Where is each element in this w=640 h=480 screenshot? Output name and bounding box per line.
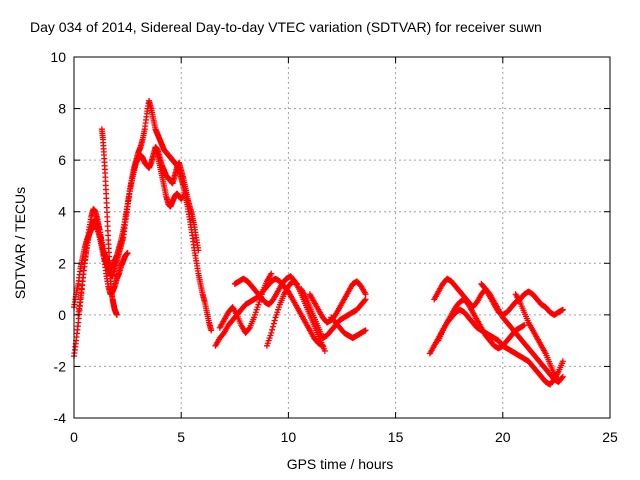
series-trace-17 xyxy=(512,291,562,385)
data-point xyxy=(559,373,566,380)
grid-lines xyxy=(74,57,610,418)
data-point xyxy=(113,311,120,318)
series-trace-9 xyxy=(263,278,300,349)
series-trace-4 xyxy=(98,126,120,318)
data-point xyxy=(293,280,300,287)
series-trace-2 xyxy=(71,144,202,360)
y-tick-label: -4 xyxy=(54,410,67,426)
series-trace-12 xyxy=(328,314,369,342)
x-axis-label: GPS time / hours xyxy=(286,456,394,472)
data-point xyxy=(124,249,131,256)
axis-ticks: 0 5 10 15 20 25 -4 -2 0 2 4 6 8 10 xyxy=(50,49,618,445)
data-point xyxy=(362,291,369,298)
plot-frame xyxy=(73,56,611,419)
data-point xyxy=(321,347,328,354)
y-tick-label: 10 xyxy=(50,49,66,65)
chart-title: Day 034 of 2014, Sidereal Day-to-day VTE… xyxy=(30,19,542,35)
y-tick-label: 8 xyxy=(58,101,66,117)
data-point xyxy=(195,247,202,254)
data-point xyxy=(555,378,562,385)
y-tick-label: -2 xyxy=(54,358,67,374)
data-point xyxy=(269,326,276,333)
data-point xyxy=(362,327,369,334)
y-tick-label: 0 xyxy=(58,307,66,323)
data-points xyxy=(71,97,566,388)
series-trace-8 xyxy=(216,270,275,336)
data-point xyxy=(271,317,278,324)
data-point xyxy=(208,327,215,334)
data-point xyxy=(245,325,252,332)
y-tick-label: 4 xyxy=(58,204,66,220)
series-trace-11 xyxy=(298,286,369,342)
x-tick-label: 0 xyxy=(70,429,78,445)
x-tick-label: 25 xyxy=(602,429,618,445)
data-point xyxy=(182,190,189,197)
data-point xyxy=(361,297,368,304)
y-tick-label: 6 xyxy=(58,152,66,168)
data-point xyxy=(558,374,565,381)
data-point xyxy=(559,358,566,365)
y-tick-label: 2 xyxy=(58,255,66,271)
x-tick-label: 15 xyxy=(388,429,404,445)
series-trace-14 xyxy=(431,275,566,385)
x-tick-label: 10 xyxy=(281,429,297,445)
data-point xyxy=(559,306,566,313)
data-point xyxy=(268,329,275,336)
x-tick-label: 5 xyxy=(177,429,185,445)
series-trace-5 xyxy=(152,144,189,210)
data-point xyxy=(270,320,277,327)
series-trace-16 xyxy=(478,280,566,318)
data-point xyxy=(362,296,369,303)
data-point xyxy=(268,270,275,277)
data-point xyxy=(269,323,276,330)
series-trace-15 xyxy=(435,296,528,352)
series-trace-10 xyxy=(306,278,369,326)
x-tick-label: 20 xyxy=(495,429,511,445)
data-point xyxy=(521,322,528,329)
